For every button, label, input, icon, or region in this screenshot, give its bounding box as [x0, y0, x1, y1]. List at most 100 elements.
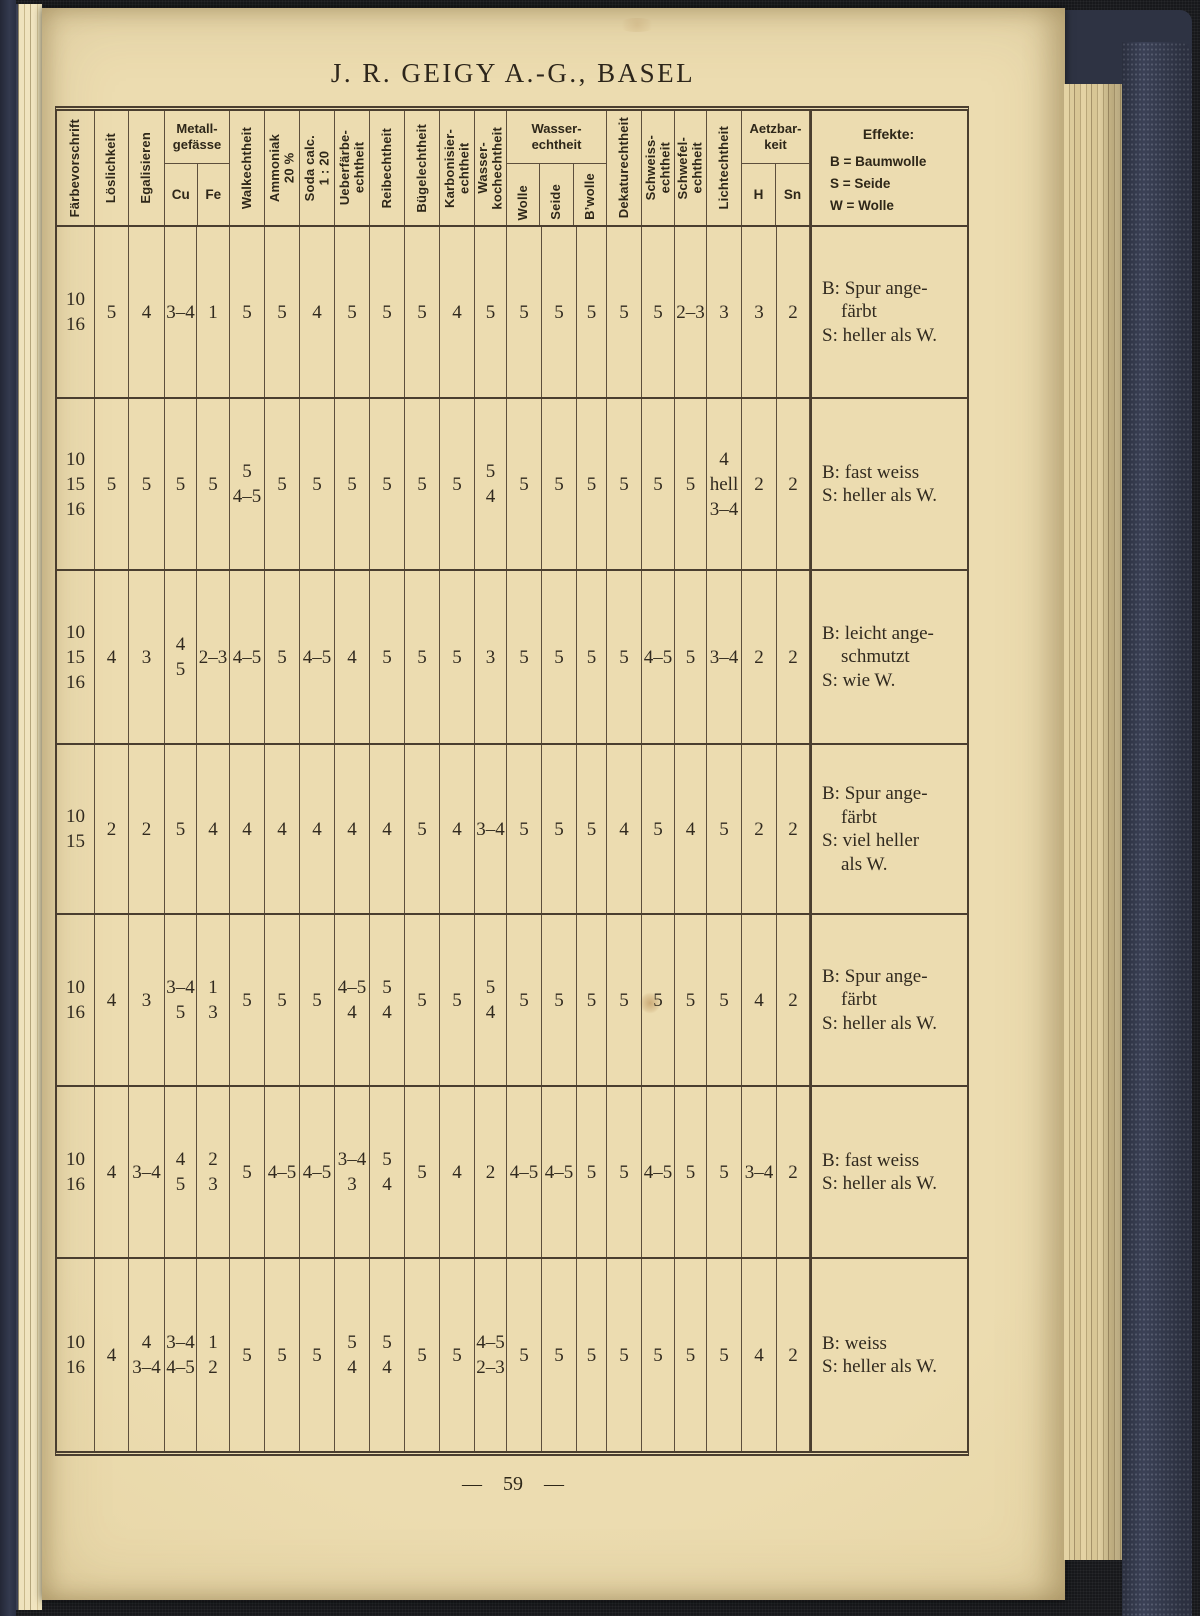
grade-cell: 4 hell 3–4 — [707, 399, 742, 569]
col-header-walkechtheit: Walkechtheit — [230, 111, 265, 225]
grade-cell: 5 — [265, 571, 300, 743]
col-header-fe: Fe — [196, 164, 230, 225]
grade-cell: 5 — [129, 399, 165, 569]
effects-cell: B: Spur ange- färbt S: heller als W. — [810, 915, 965, 1085]
page-edges-right — [1064, 84, 1122, 1560]
grade-cell: 4 — [95, 1259, 129, 1451]
table-row: 10 15 16 4 3 4 5 2–3 4–5 5 4–5 4 5 5 5 3 5 5 5 5 4–5 5 3–4 2… — [57, 571, 967, 745]
recipe-cell: 10 16 — [57, 915, 95, 1085]
fastness-table: Färbevorschrift Löslichkeit Egalisieren … — [55, 106, 969, 1456]
grade-cell: 5 — [230, 1087, 265, 1257]
grade-cell: 4–5 4 — [335, 915, 370, 1085]
col-header-label: Schwefel- echtheit — [675, 136, 705, 200]
grade-cell: 3 — [129, 915, 165, 1085]
grade-cell: 4 — [335, 571, 370, 743]
col-header-label: Reibechtheit — [378, 127, 394, 209]
grade-cell: 5 — [335, 399, 370, 569]
grade-cell: 2 — [777, 915, 810, 1085]
grade-cell: 5 4 — [370, 1259, 405, 1451]
effects-cell: B: Spur ange- färbt S: viel heller als W… — [810, 745, 965, 913]
grade-cell: 1 3 — [197, 915, 230, 1085]
grade-cell: 4 — [742, 1259, 777, 1451]
group-label: Metall- gefässe — [165, 111, 229, 164]
grade-cell: 5 — [542, 399, 577, 569]
grade-cell: 4–5 — [230, 571, 265, 743]
grade-cell: 5 — [707, 915, 742, 1085]
grade-cell: 3–4 4–5 — [165, 1259, 197, 1451]
grade-cell: 5 — [507, 399, 542, 569]
grade-cell: 4–5 — [642, 571, 675, 743]
recipe-cell: 10 15 — [57, 745, 95, 913]
col-header-label: Egalisieren — [138, 132, 154, 204]
grade-cell: 4 — [440, 745, 475, 913]
grade-cell: 4 — [440, 1087, 475, 1257]
col-header-loeslichkeit: Löslichkeit — [95, 111, 129, 225]
col-header-label: Dekaturechtheit — [615, 117, 631, 219]
grade-cell: 5 — [265, 227, 300, 397]
grade-cell: 5 — [675, 571, 707, 743]
grade-cell: 5 — [577, 745, 607, 913]
grade-cell: 3 — [475, 571, 507, 743]
grade-cell: 5 4 — [475, 399, 507, 569]
grade-cell: 5 — [642, 227, 675, 397]
grade-cell: 5 — [440, 571, 475, 743]
grade-cell: 5 4 — [370, 1087, 405, 1257]
grade-cell: 5 — [577, 1259, 607, 1451]
col-header-egalisieren: Egalisieren — [129, 111, 165, 225]
col-header-ammoniak: Ammoniak 20 % — [265, 111, 300, 225]
grade-cell: 5 — [642, 399, 675, 569]
col-header-buegelechtheit: Bügelechtheit — [405, 111, 440, 225]
grade-cell: 3 — [707, 227, 742, 397]
col-header-wolle: Wolle — [507, 164, 539, 225]
grade-cell: 5 — [265, 915, 300, 1085]
grade-cell: 5 — [507, 1259, 542, 1451]
grade-cell: 5 — [607, 1259, 642, 1451]
grade-cell: 2 — [777, 399, 810, 569]
grade-cell: 3 — [129, 571, 165, 743]
grade-cell: 5 — [577, 1087, 607, 1257]
grade-cell: 4 — [265, 745, 300, 913]
col-header-karbonisier: Karbonisier- echtheit — [440, 111, 475, 225]
recipe-cell: 10 16 — [57, 1259, 95, 1451]
grade-cell: 4 — [95, 1087, 129, 1257]
grade-cell: 5 — [405, 1259, 440, 1451]
grade-cell: 5 — [440, 1259, 475, 1451]
grade-cell: 2 — [475, 1087, 507, 1257]
grade-cell: 4 — [607, 745, 642, 913]
grade-cell: 5 — [507, 745, 542, 913]
grade-cell: 4–5 — [300, 1087, 335, 1257]
grade-cell: 5 — [607, 227, 642, 397]
grade-cell: 5 — [507, 571, 542, 743]
group-subcolumns: Wolle Seide B’wolle — [507, 164, 606, 225]
grade-cell: 5 — [507, 227, 542, 397]
grade-cell: 5 — [642, 915, 675, 1085]
grade-cell: 4 — [197, 745, 230, 913]
grade-cell: 5 — [542, 571, 577, 743]
grade-cell: 5 — [675, 1259, 707, 1451]
grade-cell: 5 — [577, 399, 607, 569]
page-edges-left — [16, 4, 42, 1610]
col-header-licht: Lichtechtheit — [707, 111, 742, 225]
grade-cell: 4 — [675, 745, 707, 913]
grade-cell: 5 — [370, 399, 405, 569]
grade-cell: 4 — [230, 745, 265, 913]
effects-cell: B: Spur ange- färbt S: heller als W. — [810, 227, 965, 397]
grade-cell: 2 — [777, 227, 810, 397]
table-row: 10 15 2 2 5 4 4 4 4 4 4 5 4 3–4 5 5 5 4 5 4 5 2 2 B: Spur ange… — [57, 745, 967, 915]
col-header-effekte: Effekte: B = Baumwolle S = Seide W = Wol… — [810, 111, 965, 225]
grade-cell: 5 — [577, 227, 607, 397]
col-header-label: Färbevorschrift — [67, 118, 83, 218]
grade-cell: 5 — [405, 399, 440, 569]
grade-cell: 5 — [542, 745, 577, 913]
page-title: J. R. GEIGY A.-G., BASEL — [330, 58, 696, 88]
col-header-soda: Soda calc. 1 : 20 — [300, 111, 335, 225]
col-header-label: Ammoniak 20 % — [266, 133, 297, 203]
grade-cell: 5 — [607, 915, 642, 1085]
col-header-seide: Seide — [539, 164, 572, 225]
grade-cell: 4–5 — [300, 571, 335, 743]
effects-cell: B: weiss S: heller als W. — [810, 1259, 965, 1451]
grade-cell: 5 — [230, 1259, 265, 1451]
